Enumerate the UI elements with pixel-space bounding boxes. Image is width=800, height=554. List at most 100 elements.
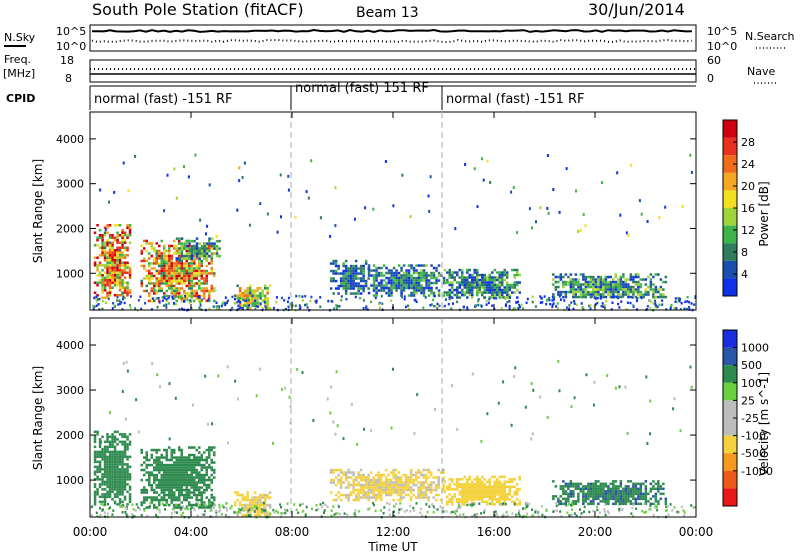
data-cell bbox=[627, 497, 630, 501]
scatter-cell bbox=[119, 504, 122, 507]
data-cell bbox=[248, 498, 252, 502]
data-cell bbox=[614, 285, 618, 289]
data-cell bbox=[634, 288, 638, 291]
data-cell bbox=[354, 264, 358, 268]
data-cell bbox=[410, 266, 413, 270]
data-cell bbox=[116, 269, 119, 272]
data-cell bbox=[564, 293, 568, 296]
data-cell bbox=[106, 490, 109, 494]
data-cell bbox=[430, 286, 433, 290]
data-cell bbox=[185, 252, 189, 255]
data-cell bbox=[513, 478, 516, 481]
data-cell bbox=[108, 488, 112, 491]
data-cell bbox=[486, 276, 489, 279]
data-cell bbox=[98, 450, 102, 454]
data-cell bbox=[145, 458, 148, 462]
scatter-cell bbox=[183, 300, 186, 303]
data-cell bbox=[417, 281, 421, 285]
data-cell bbox=[357, 284, 360, 288]
data-cell bbox=[584, 492, 588, 496]
data-cell bbox=[243, 289, 247, 292]
data-cell bbox=[468, 288, 471, 292]
data-cell bbox=[160, 269, 163, 273]
data-cell bbox=[513, 281, 516, 284]
data-cell bbox=[602, 500, 605, 503]
scatter-cell bbox=[262, 506, 265, 510]
data-cell bbox=[163, 249, 166, 253]
data-cell bbox=[170, 257, 173, 260]
data-cell bbox=[362, 488, 365, 492]
data-cell bbox=[111, 281, 114, 284]
data-cell bbox=[163, 503, 166, 507]
data-cell bbox=[190, 292, 193, 295]
scatter-cell bbox=[254, 307, 257, 311]
data-cell bbox=[395, 274, 398, 277]
data-cell bbox=[116, 473, 119, 476]
scatter-cell bbox=[242, 509, 245, 512]
scatter-cell bbox=[243, 161, 246, 165]
data-cell bbox=[594, 283, 598, 286]
data-cell bbox=[190, 287, 193, 290]
data-cell bbox=[168, 503, 171, 507]
scatter-cell bbox=[518, 509, 521, 513]
data-cell bbox=[367, 498, 370, 502]
scatter-cell bbox=[508, 300, 511, 303]
data-cell bbox=[106, 473, 109, 476]
scatter-cell bbox=[103, 511, 106, 514]
data-cell bbox=[200, 458, 203, 462]
data-cell bbox=[106, 269, 109, 272]
scatter-cell bbox=[367, 508, 370, 511]
data-cell bbox=[599, 285, 603, 289]
data-cell bbox=[483, 490, 486, 494]
scatter-cell bbox=[618, 306, 621, 309]
data-cell bbox=[203, 252, 206, 255]
data-cell bbox=[425, 279, 428, 282]
scatter-cell bbox=[134, 509, 137, 512]
scatter-cell bbox=[121, 390, 124, 393]
data-cell bbox=[352, 481, 355, 484]
data-cell bbox=[446, 293, 449, 297]
data-cell bbox=[437, 264, 441, 267]
data-cell bbox=[101, 296, 104, 299]
data-cell bbox=[116, 224, 119, 227]
data-cell bbox=[349, 491, 353, 494]
data-cell bbox=[407, 286, 411, 290]
data-cell bbox=[516, 288, 519, 292]
scatter-cell bbox=[272, 306, 275, 310]
data-cell bbox=[483, 276, 486, 279]
data-cell bbox=[352, 264, 355, 268]
data-cell bbox=[503, 273, 506, 277]
data-cell bbox=[96, 450, 99, 454]
colorbar-tick-label: 4 bbox=[741, 268, 748, 281]
scatter-cell bbox=[165, 502, 168, 506]
data-cell bbox=[399, 488, 403, 492]
data-cell bbox=[412, 271, 416, 275]
data-cell bbox=[198, 247, 201, 250]
data-cell bbox=[491, 276, 494, 279]
scatter-cell bbox=[92, 305, 95, 308]
data-cell bbox=[564, 273, 568, 276]
scatter-cell bbox=[264, 306, 267, 309]
data-cell bbox=[163, 463, 166, 467]
colorbar-swatch bbox=[723, 155, 737, 173]
data-cell bbox=[369, 488, 373, 492]
data-cell bbox=[175, 481, 178, 484]
scatter-cell bbox=[559, 510, 562, 513]
data-cell bbox=[456, 483, 459, 486]
data-cell bbox=[238, 304, 242, 307]
data-cell bbox=[205, 488, 208, 492]
data-cell bbox=[483, 288, 486, 292]
data-cell bbox=[173, 483, 176, 487]
scatter-cell bbox=[524, 405, 527, 409]
data-cell bbox=[412, 279, 416, 282]
data-cell bbox=[397, 493, 400, 497]
scatter-cell bbox=[528, 502, 531, 506]
data-cell bbox=[148, 481, 151, 484]
data-cell bbox=[205, 257, 209, 260]
data-cell bbox=[183, 254, 186, 258]
data-cell bbox=[402, 486, 405, 489]
data-cell bbox=[508, 288, 511, 292]
data-cell bbox=[639, 485, 643, 488]
data-cell bbox=[195, 486, 198, 489]
data-cell bbox=[614, 500, 618, 503]
